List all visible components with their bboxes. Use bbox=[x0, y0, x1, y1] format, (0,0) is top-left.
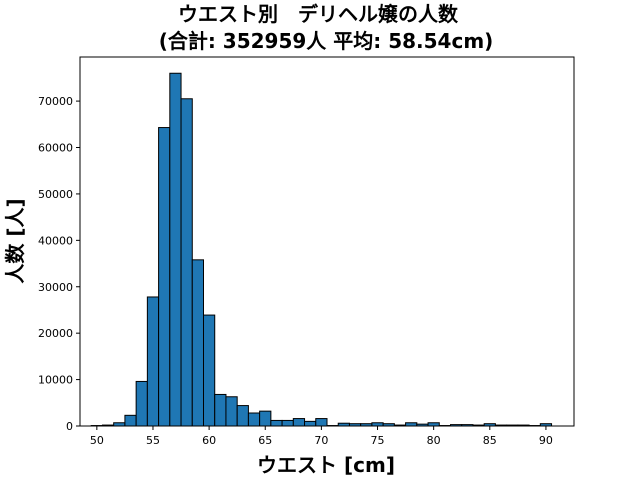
x-axis-ticks: 50 55 60 65 70 75 80 85 90 bbox=[90, 426, 553, 447]
y-axis-ticks: 0 10000 20000 30000 40000 50000 60000 70000 bbox=[38, 95, 80, 433]
y-tick-label: 60000 bbox=[38, 142, 73, 155]
chart-title-line1: ウエスト別 デリヘル嬢の人数 bbox=[178, 2, 459, 26]
x-tick-label: 60 bbox=[202, 434, 216, 447]
y-tick-label: 10000 bbox=[38, 374, 73, 387]
histogram-bar bbox=[158, 127, 171, 427]
x-tick-label: 80 bbox=[427, 434, 441, 447]
histogram-bar bbox=[236, 405, 249, 427]
histogram-bar bbox=[225, 396, 238, 427]
y-tick-label: 30000 bbox=[38, 281, 73, 294]
histogram-bar bbox=[270, 419, 283, 427]
y-tick-label: 40000 bbox=[38, 234, 73, 247]
histogram-bar bbox=[135, 380, 148, 427]
histogram-bar bbox=[191, 259, 205, 427]
histogram-bar bbox=[203, 314, 216, 427]
x-tick-label: 75 bbox=[371, 434, 385, 447]
x-tick-label: 55 bbox=[146, 434, 160, 447]
y-tick-label: 70000 bbox=[38, 95, 73, 108]
histogram-bar bbox=[124, 414, 137, 427]
histogram-bar bbox=[315, 418, 328, 427]
y-tick-label: 50000 bbox=[38, 188, 73, 201]
histogram-bar bbox=[169, 72, 182, 427]
histogram-bar bbox=[281, 419, 294, 427]
chart-title-line2: (合計: 352959人 平均: 58.54cm) bbox=[159, 29, 494, 53]
histogram-bar bbox=[292, 418, 306, 427]
histogram-bar bbox=[214, 393, 227, 427]
y-tick-label: 20000 bbox=[38, 327, 73, 340]
x-tick-label: 85 bbox=[483, 434, 497, 447]
x-tick-label: 70 bbox=[314, 434, 328, 447]
x-tick-label: 90 bbox=[539, 434, 553, 447]
y-axis-label: 人数 [人] bbox=[3, 198, 27, 283]
histogram-bar bbox=[259, 410, 272, 427]
bars-group bbox=[90, 72, 553, 427]
x-tick-label: 65 bbox=[258, 434, 272, 447]
histogram-bar bbox=[304, 420, 317, 427]
x-tick-label: 50 bbox=[90, 434, 104, 447]
histogram-bar bbox=[247, 412, 261, 427]
plot-area-frame bbox=[79, 56, 575, 427]
y-tick-label: 0 bbox=[66, 420, 73, 433]
x-axis-label: ウエスト [cm] bbox=[257, 453, 395, 477]
histogram-bar bbox=[146, 296, 160, 427]
histogram-bar bbox=[180, 98, 193, 427]
